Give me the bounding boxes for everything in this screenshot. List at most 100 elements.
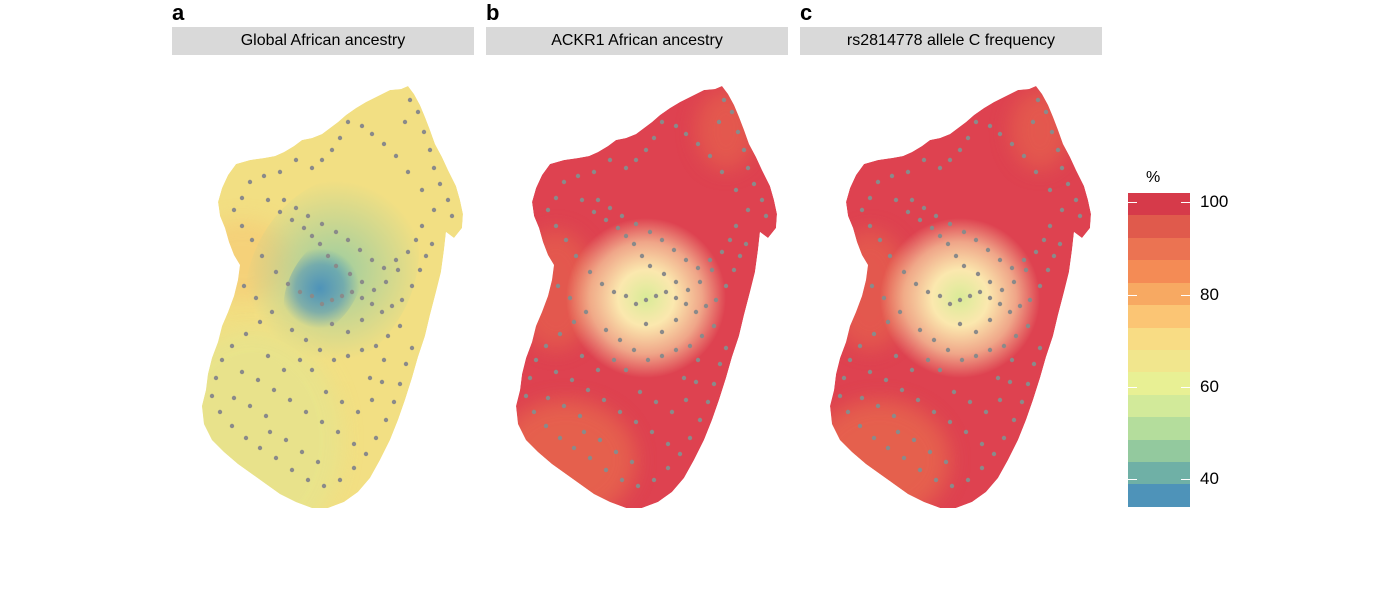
sample-dot bbox=[633, 157, 639, 163]
sample-dot bbox=[683, 397, 689, 403]
sample-dot bbox=[591, 209, 597, 215]
sample-dot bbox=[633, 221, 639, 227]
sample-dot bbox=[965, 135, 971, 141]
sample-dot bbox=[643, 321, 649, 327]
sample-dot bbox=[953, 253, 959, 259]
sample-dot bbox=[741, 147, 747, 153]
sample-dot bbox=[1057, 241, 1063, 247]
madagascar-map bbox=[202, 86, 463, 508]
sample-dot bbox=[759, 197, 765, 203]
sample-dot bbox=[1037, 345, 1043, 351]
sample-dot bbox=[1021, 153, 1027, 159]
sample-dot bbox=[931, 337, 937, 343]
sample-dot bbox=[607, 157, 613, 163]
sample-dot bbox=[673, 279, 679, 285]
sample-dot bbox=[709, 267, 715, 273]
sample-dot bbox=[895, 429, 901, 435]
sample-dot bbox=[973, 237, 979, 243]
sample-dot bbox=[951, 389, 957, 395]
sample-dot bbox=[1025, 323, 1031, 329]
sample-dot bbox=[601, 397, 607, 403]
sample-dot bbox=[309, 165, 315, 171]
sample-dot bbox=[693, 379, 699, 385]
sample-dot bbox=[359, 295, 365, 301]
sample-dot bbox=[333, 229, 339, 235]
sample-dot bbox=[973, 119, 979, 125]
sample-dot bbox=[239, 369, 245, 375]
sample-dot bbox=[635, 483, 641, 489]
sample-dot bbox=[271, 387, 277, 393]
legend-tick-mark bbox=[1128, 294, 1137, 296]
sample-dot bbox=[385, 333, 391, 339]
sample-dot bbox=[359, 317, 365, 323]
sample-dot bbox=[367, 375, 373, 381]
sample-dot bbox=[629, 459, 635, 465]
sample-dot bbox=[399, 297, 405, 303]
sample-dot bbox=[389, 303, 395, 309]
sample-dot bbox=[379, 379, 385, 385]
sample-dot bbox=[673, 317, 679, 323]
sample-dot bbox=[733, 187, 739, 193]
sample-dot bbox=[921, 205, 927, 211]
legend-segment bbox=[1128, 215, 1190, 238]
sample-dot bbox=[569, 377, 575, 383]
sample-dot bbox=[933, 477, 939, 483]
southwest-gradient bbox=[516, 400, 636, 508]
legend-tick-mark bbox=[1181, 294, 1190, 296]
sample-dot bbox=[369, 131, 375, 137]
sample-dot bbox=[987, 295, 993, 301]
sample-dot bbox=[363, 451, 369, 457]
legend-tick-mark bbox=[1181, 479, 1190, 481]
legend-segment bbox=[1128, 349, 1190, 373]
sample-dot bbox=[405, 249, 411, 255]
sample-dot bbox=[419, 223, 425, 229]
sample-dot bbox=[359, 123, 365, 129]
sample-dot bbox=[623, 367, 629, 373]
legend-segment bbox=[1128, 237, 1190, 261]
sample-dot bbox=[927, 449, 933, 455]
sample-dot bbox=[289, 217, 295, 223]
sample-dot bbox=[705, 399, 711, 405]
sample-dot bbox=[649, 429, 655, 435]
sample-dot bbox=[663, 289, 669, 295]
sample-dot bbox=[697, 417, 703, 423]
sample-dot bbox=[429, 241, 435, 247]
sample-dot bbox=[985, 247, 991, 253]
sample-dot bbox=[391, 399, 397, 405]
sample-dot bbox=[695, 357, 701, 363]
sample-dot bbox=[527, 375, 533, 381]
sample-dot bbox=[351, 465, 357, 471]
sample-dot bbox=[665, 465, 671, 471]
sample-dot bbox=[847, 357, 853, 363]
sample-dot bbox=[987, 123, 993, 129]
sample-dot bbox=[917, 327, 923, 333]
sample-dot bbox=[905, 169, 911, 175]
sample-dot bbox=[241, 283, 247, 289]
sample-dot bbox=[659, 119, 665, 125]
sample-dot bbox=[591, 169, 597, 175]
sample-dot bbox=[1011, 279, 1017, 285]
sample-dot bbox=[431, 207, 437, 213]
sample-dot bbox=[571, 319, 577, 325]
sample-dot bbox=[335, 429, 341, 435]
sample-dot bbox=[653, 293, 659, 299]
southwest-gradient bbox=[830, 400, 950, 508]
sample-dot bbox=[619, 477, 625, 483]
sample-dot bbox=[409, 345, 415, 351]
sample-dot bbox=[281, 367, 287, 373]
sample-dot bbox=[707, 257, 713, 263]
sample-dot bbox=[269, 309, 275, 315]
sample-dot bbox=[317, 241, 323, 247]
sample-dot bbox=[303, 409, 309, 415]
sample-dot bbox=[965, 477, 971, 483]
sample-dot bbox=[731, 267, 737, 273]
sample-dot bbox=[631, 347, 637, 353]
sample-dot bbox=[219, 357, 225, 363]
sample-dot bbox=[357, 247, 363, 253]
sample-dot bbox=[395, 267, 401, 273]
sample-dot bbox=[659, 353, 665, 359]
sample-dot bbox=[893, 353, 899, 359]
sample-dot bbox=[871, 331, 877, 337]
sample-dot bbox=[319, 157, 325, 163]
sample-dot bbox=[729, 109, 735, 115]
